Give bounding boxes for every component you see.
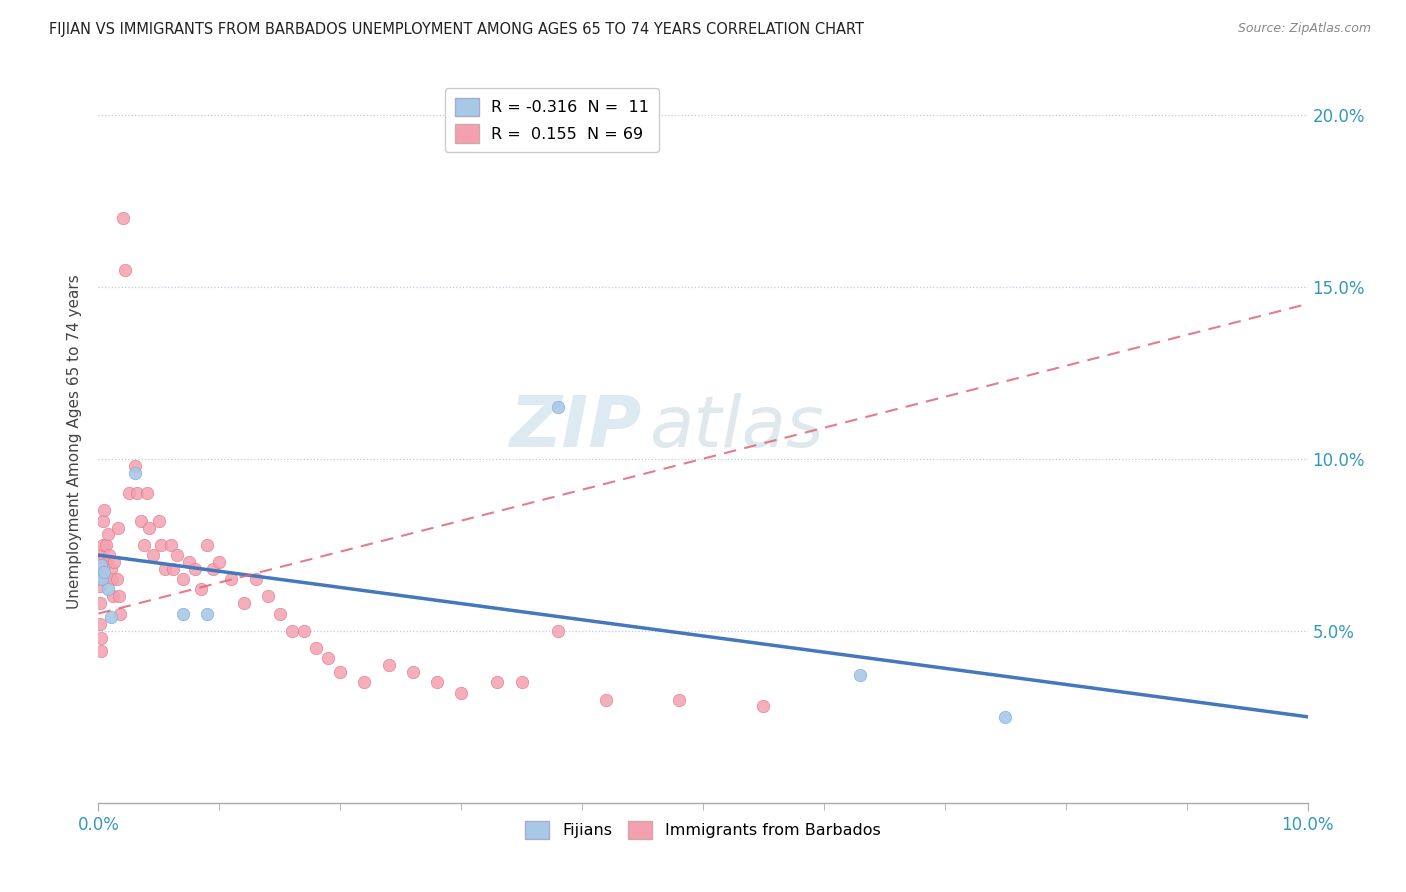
Point (160, 538, 183, 552)
Text: atlas: atlas (648, 392, 823, 461)
Point (127, 486, 149, 500)
Point (184, 562, 207, 576)
Point (150, 538, 173, 552)
Point (107, 520, 129, 534)
Point (195, 607, 218, 621)
Point (179, 555, 201, 569)
Point (93, 572, 115, 586)
Point (89, 596, 111, 610)
Point (90, 644, 112, 658)
Point (97, 582, 120, 597)
Point (135, 486, 157, 500)
Point (450, 686, 472, 700)
Text: FIJIAN VS IMMIGRANTS FROM BARBADOS UNEMPLOYMENT AMONG AGES 65 TO 74 YEARS CORREL: FIJIAN VS IMMIGRANTS FROM BARBADOS UNEMP… (49, 22, 865, 37)
Point (402, 665, 425, 679)
Point (89, 579, 111, 593)
Point (202, 562, 225, 576)
Point (90, 631, 112, 645)
Point (142, 548, 165, 562)
Point (486, 675, 509, 690)
Point (269, 607, 291, 621)
Point (547, 400, 569, 414)
Point (91, 555, 114, 569)
Point (547, 624, 569, 638)
Point (90, 548, 112, 562)
Point (752, 699, 775, 714)
Point (108, 590, 131, 604)
Point (89, 562, 111, 576)
Point (994, 710, 1017, 724)
Point (153, 562, 176, 576)
Point (292, 624, 315, 638)
Point (91, 572, 114, 586)
Point (134, 538, 156, 552)
Point (172, 607, 194, 621)
Text: Source: ZipAtlas.com: Source: ZipAtlas.com (1237, 22, 1371, 36)
Point (91, 514, 114, 528)
Point (124, 466, 146, 480)
Point (208, 555, 231, 569)
Point (245, 572, 267, 586)
Point (100, 572, 122, 586)
Point (162, 562, 184, 576)
Point (195, 538, 218, 552)
Point (91, 538, 114, 552)
Text: ZIP: ZIP (510, 392, 643, 461)
Point (89, 616, 111, 631)
Legend: Fijians, Immigrants from Barbados: Fijians, Immigrants from Barbados (519, 814, 887, 846)
Point (98, 548, 121, 562)
Point (103, 555, 125, 569)
Point (305, 640, 328, 655)
Point (329, 665, 352, 679)
Point (91, 572, 114, 586)
Point (101, 590, 124, 604)
Point (668, 692, 690, 706)
Point (353, 675, 375, 690)
Point (94, 538, 117, 552)
Point (138, 520, 160, 534)
Point (377, 658, 399, 673)
Point (510, 675, 533, 690)
Point (129, 514, 152, 528)
Point (281, 624, 304, 638)
Point (93, 566, 115, 580)
Point (595, 692, 617, 706)
Point (114, 262, 136, 277)
Point (256, 590, 278, 604)
Point (108, 607, 131, 621)
Y-axis label: Unemployment Among Ages 65 to 74 years: Unemployment Among Ages 65 to 74 years (66, 274, 82, 609)
Point (97, 527, 120, 541)
Point (316, 651, 339, 665)
Point (148, 514, 170, 528)
Point (166, 548, 188, 562)
Point (118, 486, 141, 500)
Point (90, 558, 112, 573)
Point (849, 668, 872, 682)
Point (93, 503, 115, 517)
Point (124, 458, 146, 473)
Point (426, 675, 449, 690)
Point (221, 572, 243, 586)
Point (172, 572, 194, 586)
Point (105, 572, 128, 586)
Point (100, 562, 122, 576)
Point (96, 555, 118, 569)
Point (111, 211, 134, 225)
Point (232, 596, 254, 610)
Point (190, 582, 212, 597)
Point (100, 610, 122, 624)
